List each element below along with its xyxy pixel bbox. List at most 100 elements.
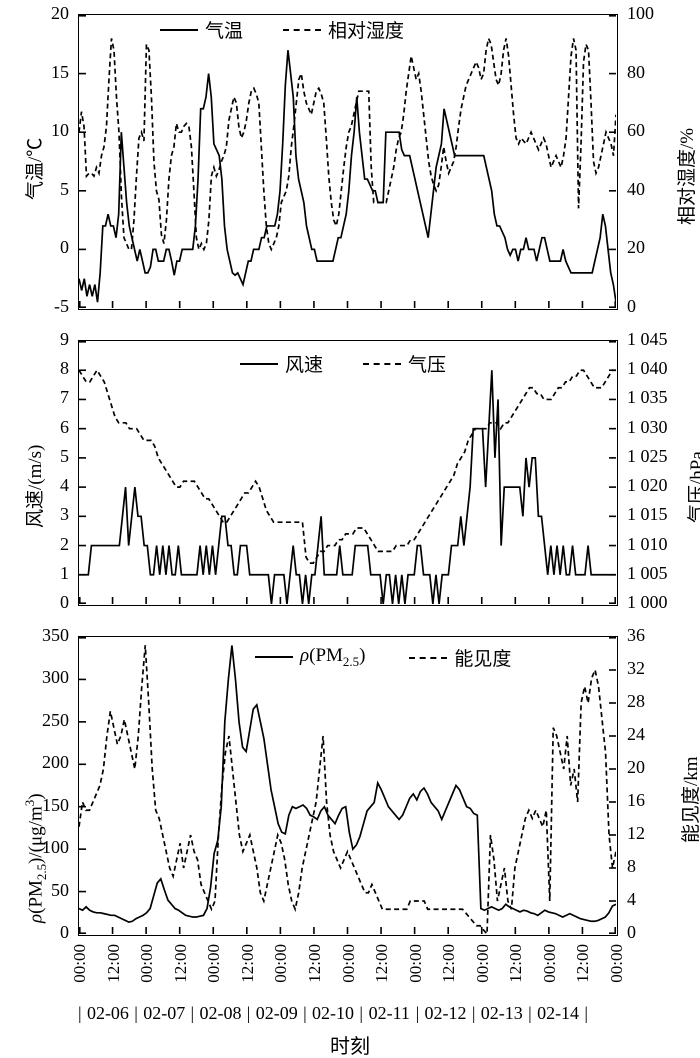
y-tick-label: 15 <box>51 61 69 82</box>
y2-tick-label: 60 <box>627 120 645 141</box>
date-label: 02-07 <box>143 1003 186 1023</box>
legend-item-windspeed: 风速 <box>240 350 323 377</box>
plot-svg-1 <box>79 15 616 308</box>
y2-tick-label: 36 <box>627 625 645 645</box>
y2-tick-label: 80 <box>627 61 645 82</box>
y-tick-label: 50 <box>51 879 69 900</box>
date-separator: | <box>584 1003 588 1023</box>
y2-tick-label: 0 <box>627 922 636 942</box>
y2-tick-label: 1 010 <box>627 533 668 554</box>
legend-label-temperature: 气温 <box>205 21 244 42</box>
plot-area-3 <box>78 636 618 936</box>
y-tick-label: 0 <box>60 237 69 258</box>
y-tick-label: -5 <box>54 296 69 316</box>
y2-tick-label: 1 040 <box>627 358 668 379</box>
x-tick-label: 00:00 <box>70 944 89 983</box>
y-tick-label: 250 <box>42 709 69 730</box>
x-tick-label: 12:00 <box>506 944 526 983</box>
date-label: 02-10 <box>312 1003 354 1023</box>
date-label: 02-13 <box>480 1003 523 1023</box>
y-tick-label: 3 <box>60 504 69 525</box>
y-axis-title-panel-2: 风速/(m/s) <box>25 444 46 528</box>
y2-tick-label: 20 <box>627 757 645 777</box>
y2-tick-label: 24 <box>627 724 645 744</box>
y2-axis-title-panel-3: 能见度/km <box>681 756 700 843</box>
date-separator: | <box>528 1003 532 1023</box>
y2-tick-label: 1 025 <box>627 445 668 466</box>
y-axis-title-panel-3: ρ(PM2.5)/(μg/m3) <box>22 793 50 923</box>
y2-tick-label: 32 <box>627 658 645 678</box>
y-tick-label: 9 <box>60 329 69 349</box>
y-tick-label: 300 <box>42 667 69 688</box>
legend-item-temperature: 气温 <box>160 16 243 43</box>
x-tick-label: 12:00 <box>304 944 324 983</box>
x-date-labels: | 02-06 | 02-07 | 02-08 | 02-09 | 02-10 | 02-11 | 02-… <box>78 1003 588 1024</box>
y2-tick-label: 28 <box>627 691 645 711</box>
y2-tick-label: 1 015 <box>627 504 668 525</box>
y-tick-label: 150 <box>42 794 69 815</box>
line-dashed-icon <box>283 28 322 31</box>
y-tick-label: 6 <box>60 416 69 437</box>
y-tick-label: 5 <box>60 445 69 466</box>
y2-tick-label: 20 <box>627 237 645 258</box>
legend-label-windspeed: 风速 <box>285 355 324 376</box>
y2-tick-label: 100 <box>627 3 654 23</box>
y2-tick-label: 40 <box>627 178 645 199</box>
y-tick-label: 5 <box>60 178 69 199</box>
line-solid-icon <box>160 28 198 31</box>
legend-panel-1: 气温 相对湿度 <box>160 16 404 43</box>
y2-axis-title-panel-1: 相对湿度/% <box>677 127 698 225</box>
x-axis-title: 时刻 <box>330 1036 370 1058</box>
legend-panel-2: 风速 气压 <box>240 350 446 377</box>
y-tick-label: 1 <box>60 562 69 583</box>
date-label: 02-12 <box>424 1003 467 1023</box>
date-label: 02-14 <box>537 1003 580 1023</box>
date-label: 02-06 <box>86 1003 129 1023</box>
x-tick-labels: 00:00 12:00 00:00 12:00 00:00 12:00 00:00 12:00… <box>0 942 700 1008</box>
x-tick-label: 00:00 <box>204 944 224 983</box>
y-tick-label: 10 <box>51 120 69 141</box>
date-separator: | <box>246 1003 251 1023</box>
legend-label-pressure: 气压 <box>408 355 447 376</box>
y2-tick-label: 1 005 <box>627 562 668 583</box>
line-solid-icon <box>255 656 293 659</box>
y-tick-label: 2 <box>60 533 69 554</box>
legend-label-humidity: 相对湿度 <box>328 21 405 42</box>
date-label: 02-11 <box>368 1003 410 1023</box>
y-tick-label: 200 <box>42 752 69 773</box>
y-tick-label: 7 <box>60 387 69 408</box>
y-tick-label: 350 <box>42 625 69 645</box>
x-tick-label: 12:00 <box>103 944 123 983</box>
x-tick-label: 00:00 <box>137 944 157 983</box>
plot-area-1 <box>78 14 618 310</box>
y2-tick-label: 12 <box>627 823 645 843</box>
legend-item-visibility: 能见度 <box>409 644 511 671</box>
y2-tick-label: 1 030 <box>627 416 668 437</box>
x-tick-label: 12:00 <box>170 944 190 983</box>
y2-tick-label: 8 <box>627 856 636 876</box>
y2-tick-label: 1 000 <box>627 592 668 612</box>
y-tick-label: 20 <box>51 3 69 23</box>
x-tick-label: 00:00 <box>338 944 358 983</box>
date-separator: | <box>471 1003 476 1023</box>
date-separator: | <box>303 1003 307 1023</box>
y2-tick-label: 0 <box>627 296 636 316</box>
line-solid-icon <box>240 362 278 365</box>
y-tick-label: 100 <box>42 837 69 858</box>
y-axis-title-panel-1: 气温/℃ <box>25 137 46 200</box>
date-separator: | <box>359 1003 363 1023</box>
y-tick-label: 8 <box>60 358 69 379</box>
y-tick-label: 0 <box>60 922 69 942</box>
legend-label-pm25: ρ(PM2.5) <box>300 645 366 669</box>
y2-tick-label: 1 045 <box>627 329 668 349</box>
y2-tick-label: 1 020 <box>627 475 668 496</box>
x-tick-label: 00:00 <box>472 944 492 983</box>
y-tick-label: 0 <box>60 592 69 612</box>
x-tick-label: 12:00 <box>372 944 392 983</box>
y-tick-label: 4 <box>60 475 69 496</box>
legend-item-pm25: ρ(PM2.5) <box>255 645 365 670</box>
plot-svg-2 <box>79 341 616 604</box>
y2-tick-label: 1 035 <box>627 387 668 408</box>
date-label: 02-09 <box>255 1003 298 1023</box>
